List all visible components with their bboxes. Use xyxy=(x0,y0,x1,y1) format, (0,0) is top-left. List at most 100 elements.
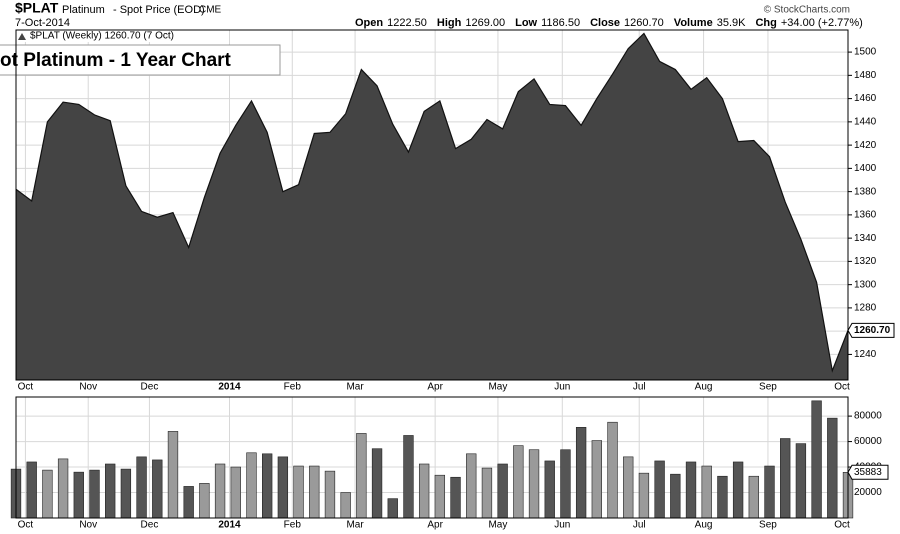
description: - Spot Price (EOD) xyxy=(113,4,205,16)
volume-bar xyxy=(623,456,634,519)
volume-bar xyxy=(670,473,681,519)
price-panel: 1240126012801300132013401360138014001420… xyxy=(0,29,895,393)
stat-label: High xyxy=(437,17,462,29)
volume-bar xyxy=(167,431,179,519)
stat-value: +34.00 (+2.77%) xyxy=(781,17,863,29)
x-tick-label: Apr xyxy=(427,520,443,531)
volume-bar xyxy=(371,448,383,519)
y-tick-label: 80000 xyxy=(854,411,882,422)
volume-bar xyxy=(607,421,618,519)
y-tick-label: 1300 xyxy=(854,279,877,290)
y-tick-label: 1420 xyxy=(854,140,877,151)
volume-bar xyxy=(324,470,336,519)
y-tick-label: 1240 xyxy=(854,349,877,360)
volume-bar xyxy=(277,456,289,519)
name: Platinum xyxy=(62,4,105,16)
x-tick-label: May xyxy=(488,520,507,531)
volume-bar xyxy=(293,465,304,519)
volume-bar xyxy=(497,463,508,519)
x-tick-label: Oct xyxy=(18,382,34,393)
y-tick-label: 1280 xyxy=(854,303,877,314)
volume-bar xyxy=(764,465,775,519)
volume-bar xyxy=(780,438,791,519)
volume-bar xyxy=(309,465,320,519)
volume-bar xyxy=(811,400,822,519)
x-tick-label: Dec xyxy=(141,382,159,393)
x-tick-label: Nov xyxy=(79,520,97,531)
x-tick-label: Jul xyxy=(633,382,646,393)
volume-bar xyxy=(732,461,744,519)
x-tick-label: Jul xyxy=(633,520,646,531)
chart-title: ot Platinum - 1 Year Chart xyxy=(0,50,232,71)
title-box xyxy=(0,44,281,76)
volume-bar xyxy=(57,458,69,519)
volume-bar xyxy=(387,498,398,519)
volume-bar xyxy=(560,449,571,519)
volume-bar xyxy=(685,461,697,519)
y-tick-label: 1320 xyxy=(854,256,877,267)
volume-bar xyxy=(183,486,194,519)
volume-bar xyxy=(701,465,712,519)
volume-bar xyxy=(105,463,116,519)
panel-frame xyxy=(15,29,849,381)
x-tick-label: Jun xyxy=(554,520,570,531)
volume-bar xyxy=(42,469,53,519)
volume-bar xyxy=(356,433,367,519)
y-tick-label: 1380 xyxy=(854,186,877,197)
volume-bar xyxy=(136,456,147,519)
stat-value: 1222.50 xyxy=(387,17,427,29)
x-tick-label: Oct xyxy=(834,382,850,393)
value-label-box xyxy=(847,464,889,480)
x-tick-label: Feb xyxy=(284,520,302,531)
volume-bar xyxy=(528,449,540,519)
x-tick-label: 2014 xyxy=(218,520,241,531)
volume-bar xyxy=(434,474,446,519)
volume-bar xyxy=(89,469,100,519)
date: 7-Oct-2014 xyxy=(15,17,70,29)
x-tick-label: Mar xyxy=(346,382,364,393)
volume-bar xyxy=(120,468,132,519)
y-tick-label: 60000 xyxy=(854,436,882,447)
volume-bar xyxy=(748,475,759,519)
volume-bar xyxy=(795,443,807,519)
volume-bar xyxy=(246,452,257,519)
volume-bar xyxy=(403,435,414,519)
volume-bar xyxy=(638,472,650,519)
y-tick-label: 1340 xyxy=(854,233,877,244)
x-tick-label: Aug xyxy=(695,520,713,531)
volume-bar xyxy=(717,475,728,519)
x-tick-label: Dec xyxy=(141,520,159,531)
legend-icon xyxy=(18,33,26,40)
volume-bar xyxy=(73,471,84,519)
credit: © StockCharts.com xyxy=(764,5,850,16)
y-tick-label: 1360 xyxy=(854,210,877,221)
volume-bar xyxy=(654,460,665,519)
volume-bar xyxy=(199,483,210,519)
x-tick-label: Feb xyxy=(284,382,302,393)
volume-bar xyxy=(827,417,838,519)
x-tick-label: Sep xyxy=(759,382,777,393)
value-label: 35883 xyxy=(854,467,882,478)
stat-label: Open xyxy=(355,17,383,29)
panel-frame xyxy=(15,396,849,519)
volume-bar xyxy=(591,440,602,519)
stat-label: Low xyxy=(515,17,537,29)
stats: Open 1222.50 High 1269.00 Low 1186.50 Close 126… xyxy=(355,17,863,29)
x-tick-label: Oct xyxy=(18,520,34,531)
stat-value: 1260.70 xyxy=(624,17,664,29)
volume-bar xyxy=(230,466,241,519)
volume-bar xyxy=(450,476,461,519)
y-tick-label: 1480 xyxy=(854,70,877,81)
volume-bar xyxy=(466,453,477,519)
area xyxy=(16,32,848,380)
volume-bar xyxy=(544,460,555,519)
x-tick-label: Mar xyxy=(346,520,364,531)
y-tick-label: 20000 xyxy=(854,487,882,498)
x-tick-label: Sep xyxy=(759,520,777,531)
volume-bar xyxy=(481,467,493,519)
stat-label: Volume xyxy=(674,17,713,29)
volume-bar xyxy=(418,463,430,519)
volume-bar xyxy=(214,463,226,519)
x-tick-label: Nov xyxy=(79,382,97,393)
